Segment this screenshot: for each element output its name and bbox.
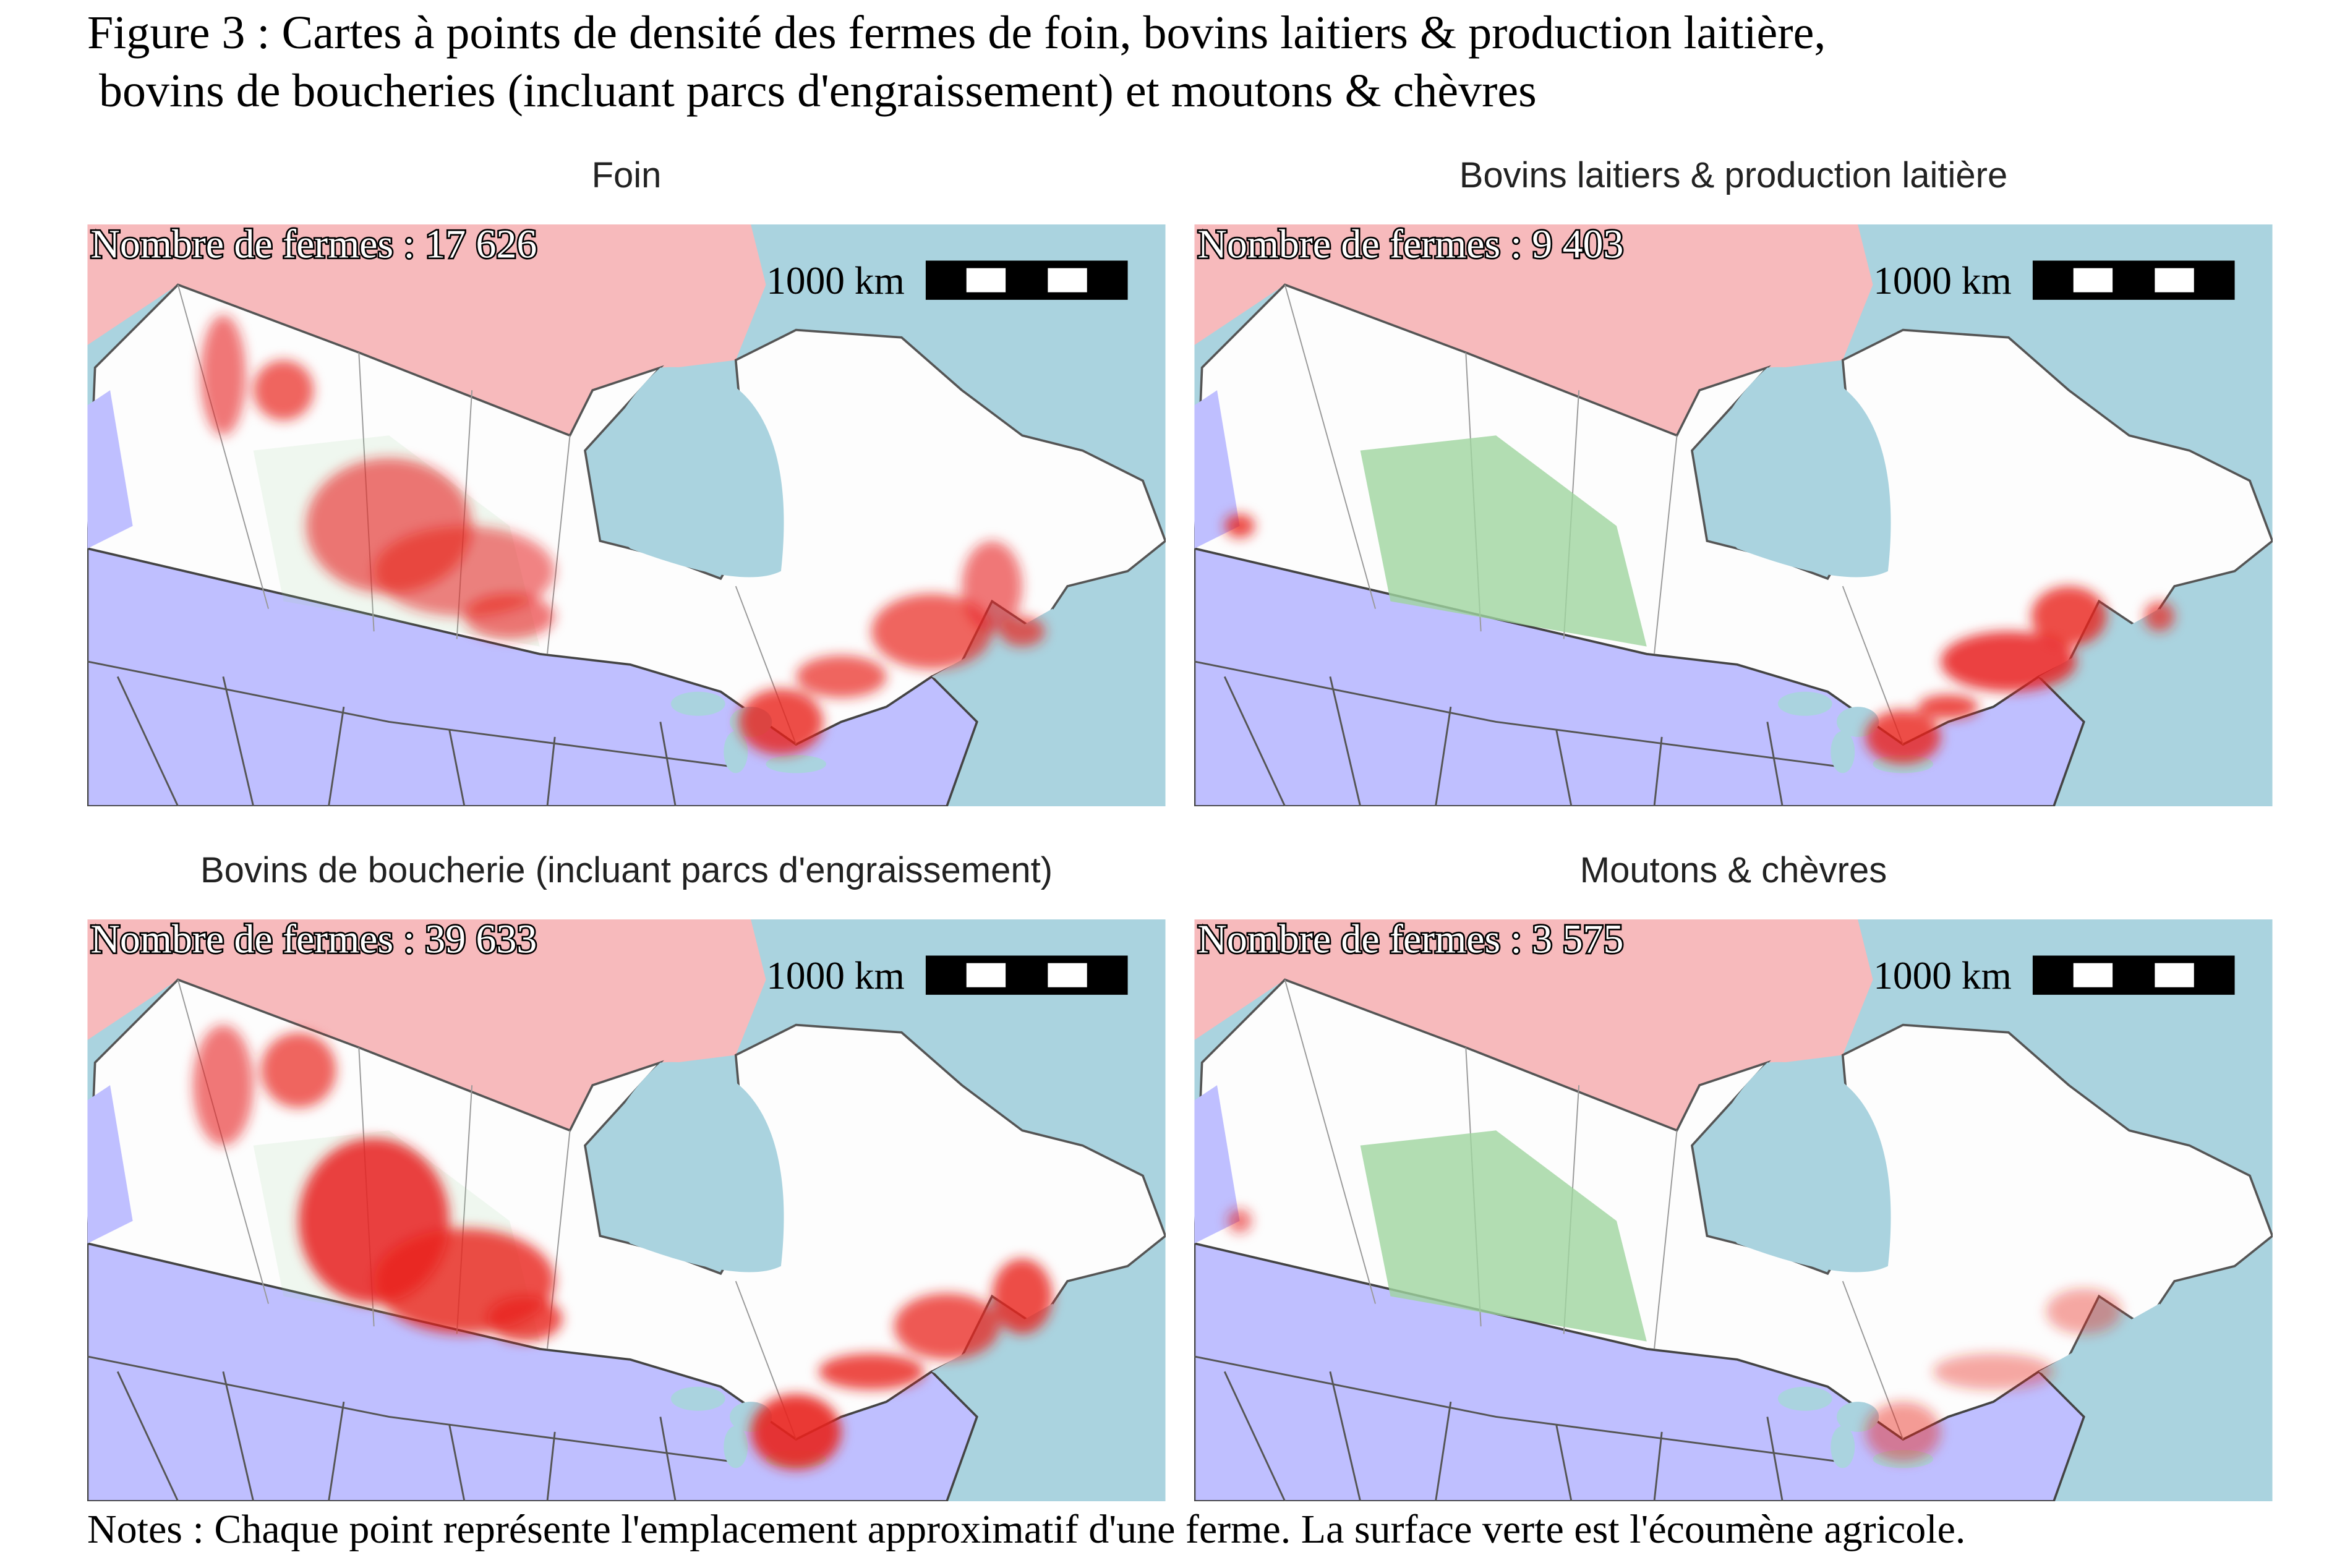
map-panel: Nombre de fermes : 39 633 1000 km [87, 917, 1166, 1501]
farm-cluster [818, 1353, 925, 1390]
farm-cluster [999, 616, 1045, 647]
agricultural-ecumene [1360, 435, 1647, 647]
farm-cluster [1228, 1209, 1252, 1234]
scale-bar-segment [2073, 268, 2113, 292]
farm-density [200, 315, 1045, 756]
farm-cluster [374, 526, 555, 616]
farm-cluster [200, 315, 246, 436]
farm-cluster [193, 1025, 254, 1146]
panel-title: Bovins laitiers & production laitière [1459, 155, 2008, 195]
map-panel: Nombre de fermes : 3 575 1000 km [1194, 917, 2273, 1501]
farm-cluster [738, 688, 824, 756]
figure-title: bovins de boucheries (incluant parcs d'e… [87, 65, 1537, 117]
farm-cluster [894, 1293, 1000, 1360]
farm-cluster [2031, 586, 2107, 647]
farm-count: Nombre de fermes : 39 633 [90, 917, 537, 962]
scale-bar [2032, 955, 2235, 995]
scale-bar [2032, 260, 2235, 300]
farm-cluster [1933, 1353, 2054, 1390]
farm-cluster [1865, 1402, 1941, 1462]
figure-title: Figure 3 : Cartes à points de densité de… [87, 7, 1826, 59]
agricultural-ecumene [1360, 1130, 1647, 1342]
notes: Notes : Chaque point représente l'emplac… [87, 1507, 1965, 1552]
farm-cluster [1224, 514, 1255, 539]
farm-count: Nombre de fermes : 3 575 [1197, 917, 1623, 962]
scale-bar-segment [2155, 963, 2194, 987]
scale-bar [925, 260, 1128, 300]
farm-cluster [1865, 709, 1941, 764]
farm-cluster [487, 1296, 563, 1342]
scale-bar-segment [2155, 268, 2194, 292]
map-base [1194, 224, 2273, 806]
farm-cluster [2046, 1289, 2122, 1334]
scale-bar-segment [1048, 963, 1087, 987]
scale-label: 1000 km [1873, 954, 2012, 997]
farm-cluster [992, 1258, 1053, 1334]
scale-bar-segment [966, 963, 1006, 987]
map-base [1194, 919, 2273, 1501]
farm-cluster [962, 540, 1022, 632]
scale-bar-segment [2073, 963, 2113, 987]
farm-cluster [2144, 601, 2175, 632]
map-base [87, 919, 1166, 1501]
farm-cluster [796, 655, 887, 698]
scale-label: 1000 km [766, 259, 905, 302]
farm-cluster [751, 1394, 842, 1470]
map-panel: Nombre de fermes : 17 626 1000 km [87, 222, 1166, 806]
farm-cluster [871, 594, 993, 670]
panel-title: Moutons & chèvres [1580, 850, 1887, 890]
scale-bar [925, 955, 1128, 995]
scale-label: 1000 km [766, 954, 905, 997]
farm-cluster [1918, 694, 1979, 719]
farm-count: Nombre de fermes : 17 626 [90, 222, 537, 267]
farm-cluster [260, 1032, 336, 1108]
farm-count: Nombre de fermes : 9 403 [1197, 222, 1623, 267]
farm-cluster [253, 360, 314, 420]
scale-bar-segment [1048, 268, 1087, 292]
farm-cluster [464, 594, 555, 639]
farm-density [193, 1025, 1053, 1470]
map-base [87, 224, 1166, 806]
farm-density [1228, 1209, 2122, 1462]
scale-label: 1000 km [1873, 259, 2012, 302]
farm-density [1224, 514, 2175, 764]
farm-cluster [1941, 631, 2077, 692]
panel-title: Foin [592, 155, 662, 195]
panel-title: Bovins de boucherie (incluant parcs d'en… [200, 850, 1053, 890]
map-panel: Nombre de fermes : 9 403 1000 km [1194, 222, 2273, 806]
scale-bar-segment [966, 268, 1006, 292]
